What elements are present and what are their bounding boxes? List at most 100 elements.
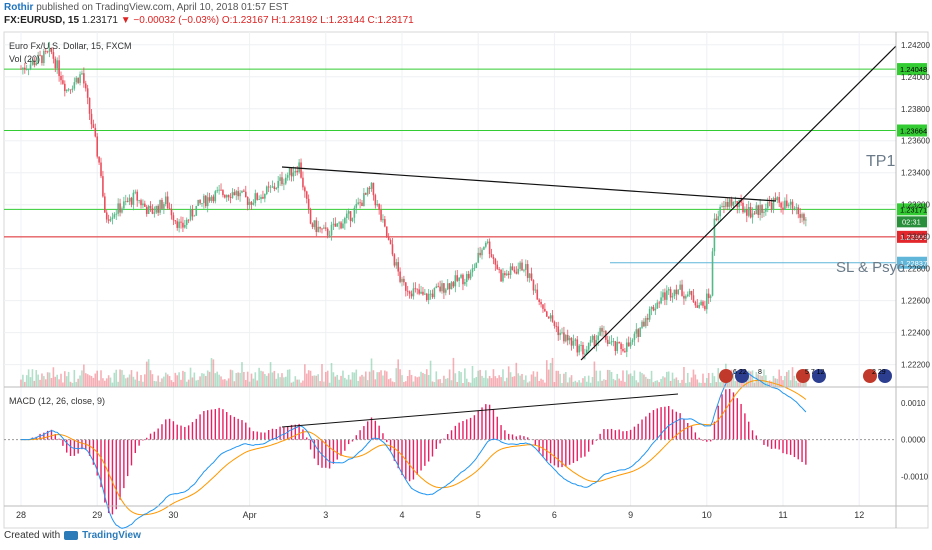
volume-bar <box>490 378 493 387</box>
volume-bar <box>338 379 340 387</box>
volume-bar <box>227 378 230 387</box>
flag-eu-icon[interactable] <box>812 369 826 383</box>
trend-lines[interactable] <box>281 45 897 428</box>
ohlc-close: C:1.23171 <box>367 15 414 26</box>
candle-body <box>62 80 64 84</box>
candle-body <box>155 205 158 213</box>
volume-bar <box>435 371 438 387</box>
price-tick-label: 1.22600 <box>901 297 930 306</box>
candle-body <box>27 68 30 70</box>
candle-body <box>174 220 177 222</box>
volume-bar <box>610 372 613 387</box>
candle-body <box>462 274 464 285</box>
flag-eu-icon[interactable] <box>878 369 892 383</box>
flag-eu-icon[interactable] <box>735 369 749 383</box>
author-link[interactable]: Rothir <box>4 2 34 13</box>
volume-bar <box>519 375 521 387</box>
candle-body <box>519 262 521 269</box>
price-tick-label: 1.23800 <box>901 105 930 114</box>
ohlc-open: O:1.23167 <box>221 15 269 26</box>
candle-body <box>734 201 737 202</box>
volume-bar <box>340 375 342 387</box>
volume-bar <box>385 371 388 387</box>
candle-body <box>248 201 251 205</box>
volume-bar <box>231 370 234 387</box>
chart-canvas[interactable]: 1.24048 1.23664 1.23171 02:31 1.22999 1.22837… <box>0 0 932 530</box>
candle-body <box>25 69 28 70</box>
candle-body <box>742 202 744 213</box>
macd-divergence-line[interactable] <box>281 393 679 428</box>
candle-body <box>109 218 112 221</box>
volume-bar <box>791 367 794 387</box>
candle-body <box>296 170 299 173</box>
volume-bar <box>445 378 447 387</box>
volume-bar <box>254 372 257 387</box>
volume-bar <box>545 360 548 387</box>
publish-info: Rothir published on TradingView.com, Apr… <box>4 2 288 13</box>
volume-bar <box>344 377 346 387</box>
candle-body <box>307 198 310 210</box>
volume-bar <box>690 377 693 387</box>
trend-line-top[interactable] <box>281 166 777 202</box>
volume-bar <box>170 380 173 387</box>
volume-bar <box>90 375 93 387</box>
volume-bar <box>243 371 245 387</box>
candle-body <box>243 190 245 192</box>
trend-line-rising[interactable] <box>580 45 897 361</box>
candle-body <box>349 211 352 222</box>
candle-body <box>176 221 179 228</box>
horizontal-levels[interactable]: 1.24048 1.23664 1.23171 02:31 1.22999 1.22837 <box>4 63 927 269</box>
candle-body <box>715 218 718 221</box>
volume-bar <box>477 370 479 387</box>
candle-body <box>149 205 152 209</box>
candle-body <box>511 266 514 270</box>
candle-body <box>559 332 561 336</box>
candle-body <box>427 293 430 300</box>
candle-body <box>500 269 502 282</box>
volume-bar <box>713 376 716 387</box>
candle-body <box>681 284 683 296</box>
flag-us-icon[interactable] <box>863 369 877 383</box>
candle-body <box>494 258 497 265</box>
volume-bar <box>180 379 182 387</box>
volume-bar <box>363 376 365 387</box>
tradingview-brand[interactable]: TradingView <box>82 530 141 541</box>
candle-body <box>759 205 761 215</box>
volume-bar <box>115 369 118 387</box>
volume-bar <box>372 370 375 387</box>
volume-bar <box>304 364 306 387</box>
candle-body <box>683 295 685 299</box>
candle-body <box>490 253 493 257</box>
volume-bar <box>488 375 491 387</box>
flag-us-icon[interactable] <box>796 369 810 383</box>
candle-body <box>629 342 632 347</box>
volume-bar <box>635 380 638 387</box>
volume-bar <box>441 382 443 387</box>
volume-bar <box>48 372 51 387</box>
candle-body <box>721 205 723 207</box>
candle-body <box>456 275 459 281</box>
volume-bar <box>732 374 735 387</box>
volume-bar <box>123 374 125 387</box>
candle-body <box>224 195 226 198</box>
volume-bar <box>185 381 188 387</box>
level-tag <box>897 203 927 216</box>
volume-bar <box>614 380 617 387</box>
flag-us-icon[interactable] <box>719 369 733 383</box>
volume-bar <box>597 381 600 387</box>
volume-bar <box>107 375 110 387</box>
volume-bar <box>399 369 401 387</box>
candle-body <box>652 306 655 311</box>
volume-bar <box>136 371 139 387</box>
volume-bar <box>782 380 784 387</box>
candle-body <box>264 194 266 199</box>
ohlc-high: H:1.23192 <box>271 15 318 26</box>
volume-bar <box>507 366 510 387</box>
volume-bar <box>485 370 487 387</box>
candle-body <box>538 299 540 302</box>
candle-body <box>315 220 318 232</box>
event-icons[interactable]: 6 22 8 5 7 12 2 29 <box>719 369 892 383</box>
volume-bar <box>677 380 680 387</box>
volume-bar <box>237 372 239 387</box>
candle-body <box>328 235 331 237</box>
